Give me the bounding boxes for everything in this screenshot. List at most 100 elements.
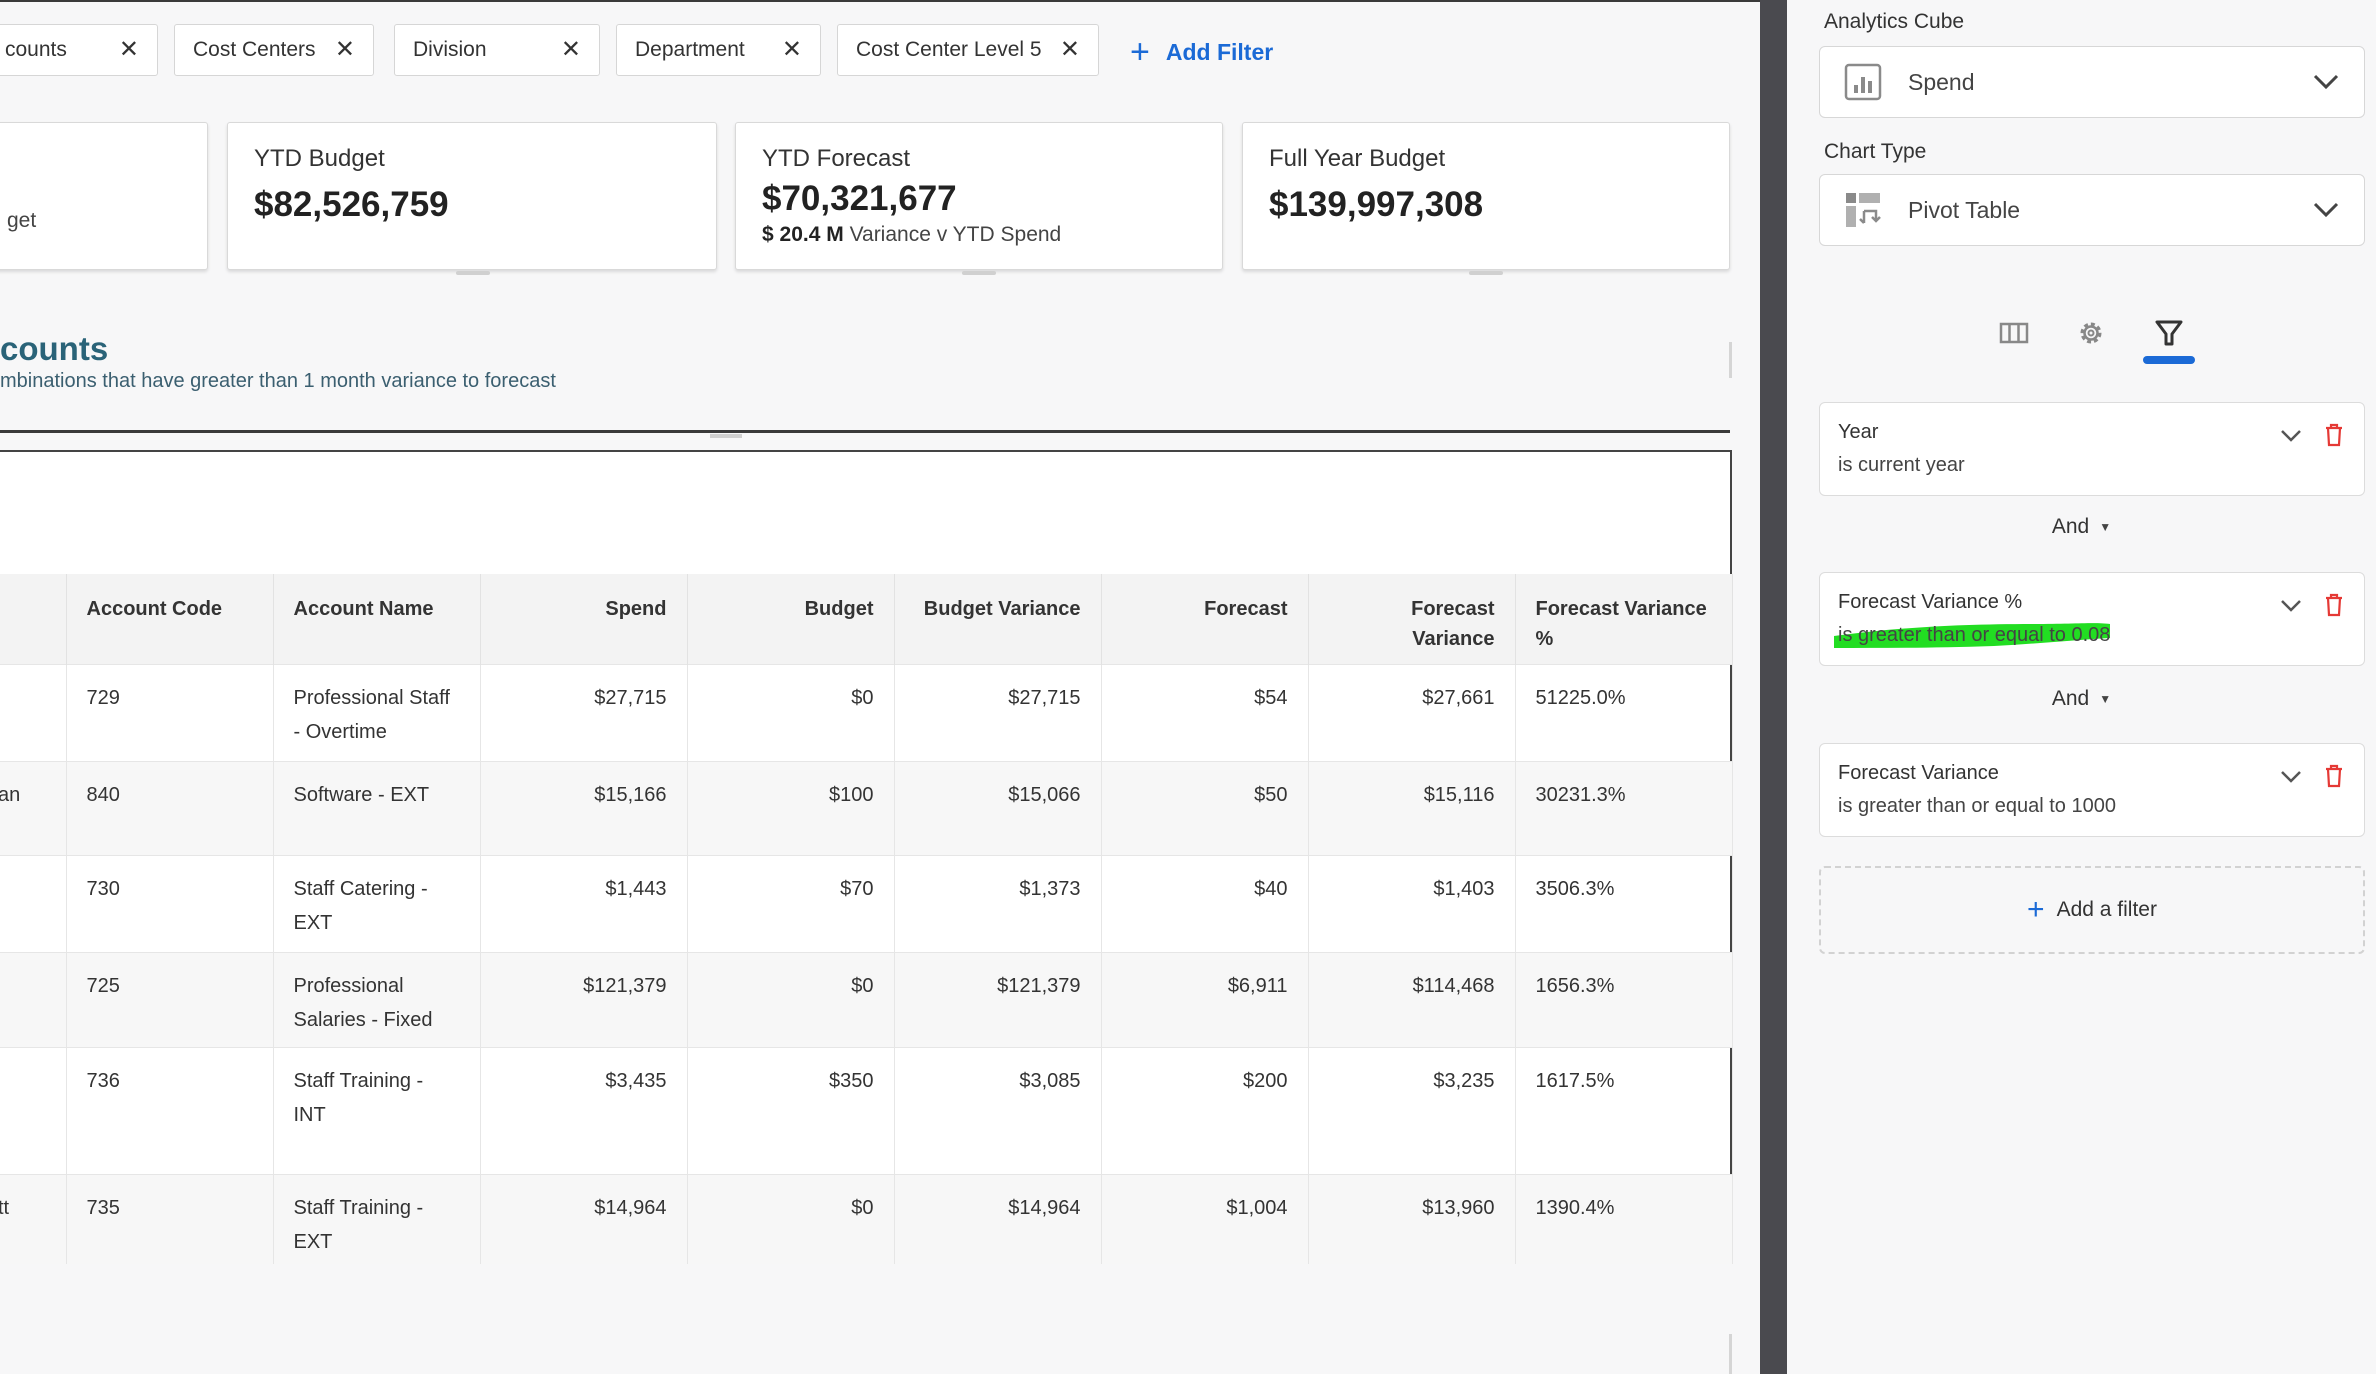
column-header[interactable]: Forecast Variance	[1308, 574, 1516, 664]
cell-account-code: 735	[66, 1173, 274, 1264]
column-header[interactable]: Budget Variance	[894, 574, 1102, 664]
table-row[interactable]: 736 Staff Training - INT $3,435 $350 $3,…	[0, 1046, 1733, 1174]
close-icon[interactable]: ✕	[118, 36, 139, 63]
kpi-card-full-year-budget: Full Year Budget $139,997,308	[1242, 122, 1730, 275]
add-filter-button[interactable]: + Add Filter	[1130, 30, 1273, 74]
column-header[interactable]: Spend	[480, 574, 688, 664]
cell-spend: $14,964	[480, 1173, 688, 1264]
table-toolbar-area	[0, 452, 1730, 574]
filter-chip-accounts[interactable]: counts ✕	[0, 24, 158, 76]
pivot-table-icon	[1846, 193, 1881, 227]
kpi-sub: get	[7, 209, 37, 232]
cell-account-name: Professional Salaries - Fixed	[273, 951, 481, 1047]
cell-forecast: $200	[1101, 1046, 1309, 1174]
column-header[interactable]: Account Code	[66, 574, 274, 664]
cell-forecast-variance-pct: 30231.3%	[1515, 760, 1733, 855]
analytics-cube-label: Analytics Cube	[1824, 10, 1965, 33]
cell-account-name: Staff Training - EXT	[273, 1173, 481, 1264]
kpi-card-partial: get	[0, 122, 208, 270]
cell-forecast-variance-pct: 51225.0%	[1515, 663, 1733, 761]
cell-forecast-variance: $3,235	[1308, 1046, 1516, 1174]
cell-spend: $27,715	[480, 663, 688, 761]
close-icon[interactable]: ✕	[1059, 36, 1080, 63]
column-header[interactable]: Forecast	[1101, 574, 1309, 664]
close-icon[interactable]: ✕	[560, 36, 581, 63]
cell-account-name: Staff Catering - EXT	[273, 854, 481, 952]
filter-card-forecast-variance[interactable]: Forecast Variance is greater than or equ…	[1819, 743, 2365, 837]
cell-spend: $1,443	[480, 854, 688, 952]
table-row[interactable]: 729 Professional Staff - Overtime $27,71…	[0, 663, 1733, 761]
add-filter-label: Add Filter	[1165, 38, 1274, 65]
filter-card-title: Year	[1838, 421, 1879, 443]
filter-icon[interactable]	[2152, 316, 2186, 350]
chevron-down-icon[interactable]	[2280, 599, 2302, 613]
report-canvas: counts ✕ Cost Centers ✕ Division ✕ Depar…	[0, 0, 1760, 1374]
filter-card-condition: is greater than or equal to 1000	[1838, 795, 2116, 817]
cell-spend: $15,166	[480, 760, 688, 855]
data-table: Account Code Account Name Spend Budget B…	[0, 574, 1733, 1264]
chevron-down-icon[interactable]	[2280, 429, 2302, 443]
close-icon[interactable]: ✕	[334, 36, 355, 63]
chart-type-select[interactable]: Pivot Table	[1819, 174, 2365, 246]
analytics-cube-select[interactable]: Spend	[1819, 46, 2365, 118]
table-row[interactable]: 725 Professional Salaries - Fixed $121,3…	[0, 951, 1733, 1047]
pivot-table: Account Code Account Name Spend Budget B…	[0, 450, 1733, 1264]
add-a-filter-button[interactable]: + Add a filter	[1819, 866, 2365, 954]
top-border	[0, 0, 1760, 2]
analytics-cube-value: Spend	[1908, 68, 1975, 95]
cell-budget: $0	[687, 1173, 895, 1264]
resize-handle[interactable]	[1729, 342, 1732, 378]
and-operator-select[interactable]: And ▼	[1787, 515, 2376, 539]
filter-chip-division[interactable]: Division ✕	[394, 24, 600, 76]
cell-lead: tt	[0, 1173, 67, 1264]
cell-budget-variance: $14,964	[894, 1173, 1102, 1264]
chart-type-label: Chart Type	[1824, 140, 1927, 163]
table-row[interactable]: 730 Staff Catering - EXT $1,443 $70 $1,3…	[0, 854, 1733, 952]
table-row[interactable]: an 840 Software - EXT $15,166 $100 $15,0…	[0, 760, 1733, 855]
chevron-down-icon	[2313, 202, 2339, 218]
kpi-label: YTD Budget	[254, 145, 385, 172]
cell-account-code: 840	[66, 760, 274, 855]
kpi-label: YTD Forecast	[762, 145, 911, 172]
kpi-card-ytd-budget: YTD Budget $82,526,759	[227, 122, 717, 275]
cell-spend: $3,435	[480, 1046, 688, 1174]
column-header[interactable]: Budget	[687, 574, 895, 664]
cell-forecast-variance: $1,403	[1308, 854, 1516, 952]
cell-budget-variance: $1,373	[894, 854, 1102, 952]
and-operator-select[interactable]: And ▼	[1787, 687, 2376, 711]
cell-account-code: 725	[66, 951, 274, 1047]
drag-handle[interactable]	[710, 434, 742, 438]
trash-icon[interactable]	[2324, 764, 2344, 788]
cell-account-name: Staff Training - INT	[273, 1046, 481, 1174]
cell-budget-variance: $121,379	[894, 951, 1102, 1047]
cell-forecast-variance: $114,468	[1308, 951, 1516, 1047]
cell-spend: $121,379	[480, 951, 688, 1047]
kpi-label: Full Year Budget	[1269, 145, 1446, 172]
bar-chart-icon	[1844, 63, 1882, 101]
filter-chip-cost-centers[interactable]: Cost Centers ✕	[174, 24, 374, 76]
filter-card-year[interactable]: Year is current year	[1819, 402, 2365, 496]
panel-divider[interactable]	[1760, 0, 1787, 1374]
cell-forecast-variance-pct: 1617.5%	[1515, 1046, 1733, 1174]
filter-chip-cost-center-level-5[interactable]: Cost Center Level 5 ✕	[837, 24, 1099, 76]
filter-card-forecast-variance-pct[interactable]: Forecast Variance % is greater than or e…	[1819, 572, 2365, 666]
close-icon[interactable]: ✕	[781, 36, 802, 63]
resize-handle[interactable]	[1729, 1334, 1732, 1374]
column-header[interactable]: Account Name	[273, 574, 481, 664]
filter-chip-label: counts	[5, 38, 67, 61]
table-row[interactable]: tt 735 Staff Training - EXT $14,964 $0 $…	[0, 1173, 1733, 1264]
filter-chip-label: Cost Center Level 5	[856, 38, 1042, 61]
trash-icon[interactable]	[2324, 423, 2344, 447]
panel-tabs	[1787, 306, 2376, 370]
cell-account-code: 736	[66, 1046, 274, 1174]
filter-card-condition: is current year	[1838, 454, 1965, 476]
cell-budget: $0	[687, 951, 895, 1047]
gear-icon[interactable]	[2074, 316, 2108, 350]
trash-icon[interactable]	[2324, 593, 2344, 617]
columns-icon[interactable]	[1997, 316, 2031, 350]
chevron-down-icon[interactable]	[2280, 770, 2302, 784]
cell-forecast-variance-pct: 1656.3%	[1515, 951, 1733, 1047]
filter-chip-department[interactable]: Department ✕	[616, 24, 821, 76]
column-header[interactable]: Forecast Variance %	[1515, 574, 1733, 664]
cell-forecast: $50	[1101, 760, 1309, 855]
